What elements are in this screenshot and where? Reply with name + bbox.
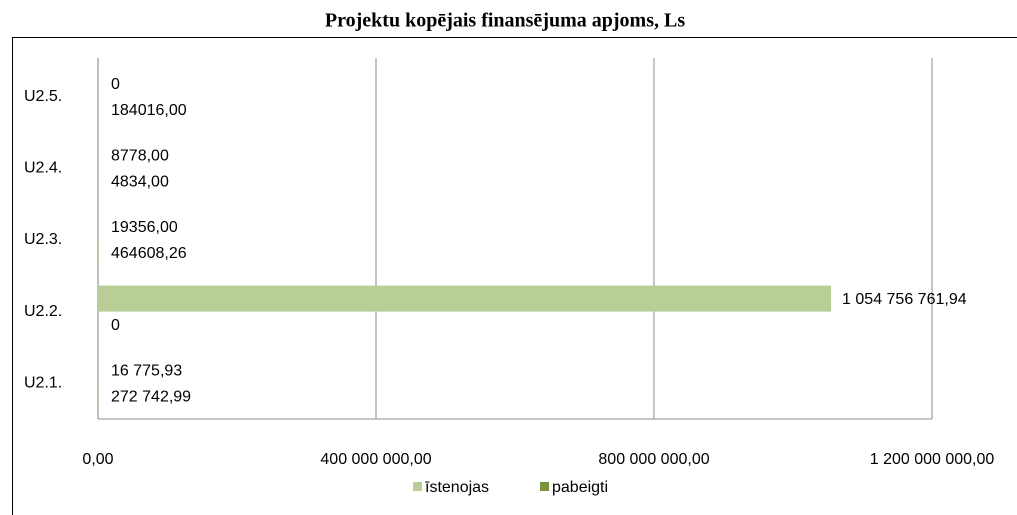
chart-title: Projektu kopējais finansējuma apjoms, Ls [325, 10, 685, 32]
y-tick-label: U2.1. [24, 374, 62, 391]
y-tick-label: U2.4. [24, 160, 62, 177]
data-label: 16 775,93 [111, 362, 182, 379]
x-tick-label: 1 200 000 000,00 [870, 451, 995, 468]
y-tick-label: U2.5. [24, 88, 62, 105]
data-label: 0 [111, 76, 120, 93]
data-label: 0 [111, 317, 120, 334]
legend-swatch [540, 482, 549, 491]
data-label: 4834,00 [111, 174, 169, 191]
data-label: 19356,00 [111, 219, 178, 236]
x-tick-label: 0,00 [82, 451, 113, 468]
x-tick-label: 800 000 000,00 [598, 451, 709, 468]
legend-label: īstenojas [425, 479, 489, 496]
data-label: 184016,00 [111, 102, 187, 119]
bar [98, 285, 832, 312]
data-label: 464608,26 [111, 245, 187, 262]
y-tick-label: U2.2. [24, 303, 62, 320]
legend-swatch [413, 482, 422, 491]
data-label: 272 742,99 [111, 388, 191, 405]
x-tick-label: 400 000 000,00 [320, 451, 431, 468]
y-tick-label: U2.3. [24, 231, 62, 248]
legend-label: pabeigti [552, 479, 608, 496]
chart-border [12, 37, 1017, 515]
data-label: 8778,00 [111, 148, 169, 165]
data-label: 1 054 756 761,94 [842, 291, 967, 308]
